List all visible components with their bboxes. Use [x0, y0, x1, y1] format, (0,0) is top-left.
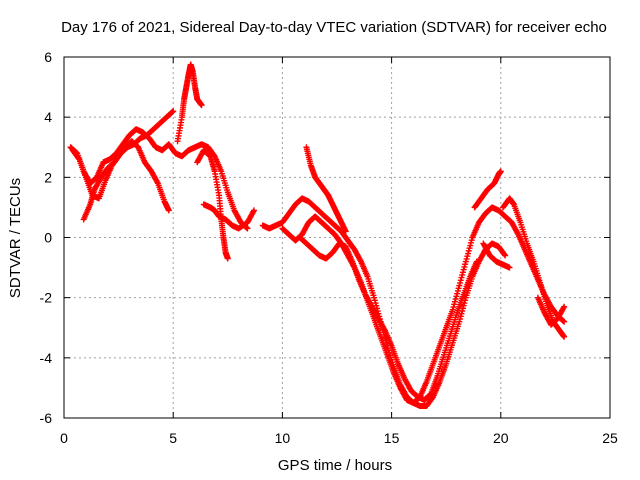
- data-point-sample: [75, 155, 82, 162]
- data-point: [561, 318, 568, 325]
- y-tick-label: 2: [44, 169, 52, 185]
- data-point: [170, 108, 177, 115]
- y-tick-label: -6: [40, 410, 53, 426]
- series-track-7: [259, 195, 509, 409]
- x-tick-label: 5: [169, 430, 177, 446]
- y-tick-label: 0: [44, 230, 52, 246]
- y-tick-label: 6: [44, 49, 52, 65]
- data-point: [561, 303, 568, 310]
- series-track-5: [194, 147, 231, 262]
- series-track-10: [303, 144, 349, 235]
- data-point: [506, 264, 513, 271]
- data-point: [244, 225, 251, 232]
- chart-title: Day 176 of 2021, Sidereal Day-to-day VTE…: [61, 19, 607, 36]
- x-tick-label: 10: [275, 430, 291, 446]
- x-tick-label: 25: [602, 430, 618, 446]
- x-tick-label: 20: [493, 430, 509, 446]
- y-tick-label: -4: [40, 350, 53, 366]
- series-track-12: [480, 240, 513, 271]
- data-point: [497, 168, 504, 175]
- data-points: [67, 61, 568, 409]
- series-track-4: [174, 61, 205, 145]
- y-tick-label: -2: [40, 290, 53, 306]
- series-track-3: [80, 108, 177, 223]
- series-track-14: [534, 294, 568, 328]
- y-axis-title: SDTVAR / TECUs: [7, 178, 24, 298]
- data-point: [224, 255, 231, 262]
- x-tick-label: 0: [60, 430, 68, 446]
- data-point: [165, 207, 172, 214]
- data-point: [251, 207, 258, 214]
- axis-ticks: 0 5 10 15 20 25 -6 -4 -2 0 2 4 6: [40, 49, 618, 446]
- x-axis-title: GPS time / hours: [278, 457, 392, 474]
- series-track-13: [499, 195, 568, 340]
- y-tick-label: 4: [44, 109, 52, 125]
- data-point: [473, 258, 480, 265]
- data-point: [561, 333, 568, 340]
- x-tick-label: 15: [384, 430, 400, 446]
- series-track-9: [296, 234, 480, 403]
- series-track-11: [471, 168, 504, 211]
- data-point: [502, 252, 509, 259]
- data-point: [198, 102, 205, 109]
- data-point: [342, 228, 349, 235]
- series-track-6: [200, 201, 258, 232]
- data-point-sample: [501, 251, 508, 258]
